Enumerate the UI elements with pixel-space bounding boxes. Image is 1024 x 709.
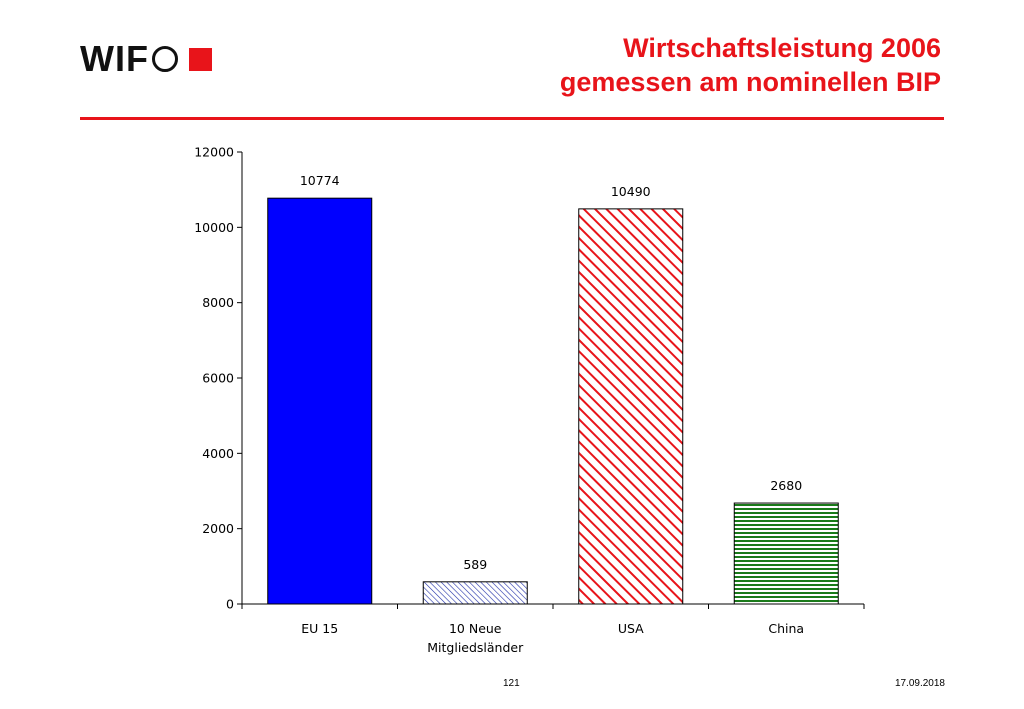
title-divider — [80, 117, 944, 120]
x-tick-label: EU 15 — [301, 621, 338, 636]
y-tick-label: 12000 — [194, 145, 234, 160]
y-tick-label: 10000 — [194, 220, 234, 235]
y-tick-label: 4000 — [202, 446, 234, 461]
chart-bars — [267, 197, 839, 605]
bar — [267, 197, 373, 605]
y-tick-label: 2000 — [202, 521, 234, 536]
logo-red-square — [188, 47, 212, 71]
data-label: 589 — [463, 557, 487, 572]
x-tick-label: 10 Neue — [449, 621, 502, 636]
data-label: 2680 — [770, 478, 802, 493]
slide-title: Wirtschaftsleistung 2006 gemessen am nom… — [560, 31, 941, 99]
wifo-logo: WIF — [80, 41, 212, 77]
footer-date: 17.09.2018 — [894, 678, 945, 689]
data-label: 10774 — [300, 173, 340, 188]
y-tick-label: 6000 — [202, 371, 234, 386]
y-tick-label: 8000 — [202, 295, 234, 310]
bar — [733, 502, 839, 605]
chart-labels: 10774 EU 15 589 10 Neue Mitgliedsländer 10490… — [300, 173, 804, 655]
logo-circle — [151, 46, 178, 72]
bar — [578, 208, 684, 605]
bar — [422, 581, 528, 605]
x-tick-label: Mitgliedsländer — [427, 640, 524, 655]
x-tick-label: USA — [618, 621, 644, 636]
page-number: 121 — [503, 678, 520, 689]
data-label: 10490 — [611, 184, 651, 199]
logo-text: WIF — [80, 38, 149, 79]
y-tick-label: 0 — [226, 597, 234, 612]
x-tick-label: China — [768, 621, 804, 636]
title-line-1: Wirtschaftsleistung 2006 — [623, 33, 941, 63]
title-line-2: gemessen am nominellen BIP — [559, 67, 941, 97]
